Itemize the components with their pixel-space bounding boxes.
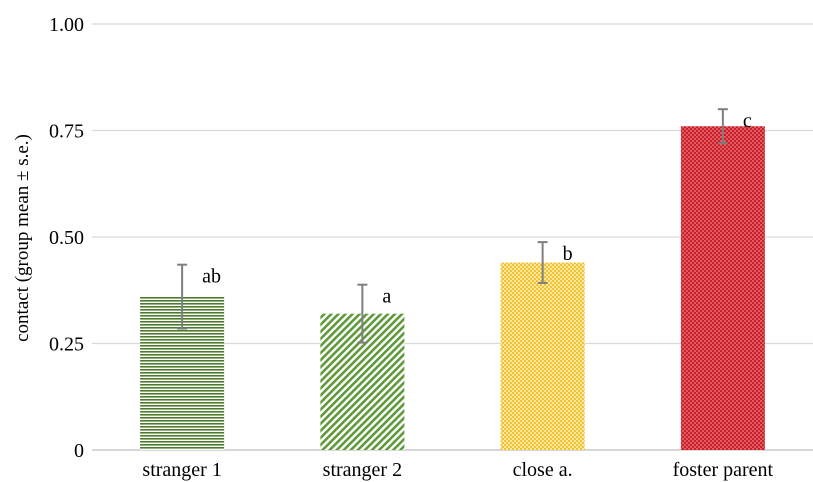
y-tick-label: 0.75 (49, 121, 84, 143)
significance-label: ab (202, 266, 221, 288)
x-category-label: foster parent (673, 459, 774, 481)
x-category-label: stranger 1 (142, 459, 221, 481)
y-tick-label: 1.00 (49, 14, 84, 36)
bar (680, 126, 765, 451)
x-category-label: stranger 2 (323, 459, 402, 481)
y-tick-label: 0.25 (49, 334, 84, 356)
y-axis-title: contact (group mean ± s.e.) (12, 134, 33, 342)
x-category-label: close a. (513, 459, 573, 481)
y-tick-label: 0.50 (49, 227, 84, 249)
y-tick-label: 0 (74, 440, 84, 462)
significance-label: b (563, 243, 573, 265)
y-tick-labels: 0 0.25 0.50 0.75 1.00 (49, 14, 84, 462)
bars (140, 126, 765, 451)
x-category-labels: stranger 1 stranger 2 close a. foster paren… (142, 459, 773, 481)
error-bars (177, 108, 728, 344)
significance-label: a (382, 286, 391, 308)
significance-label: c (743, 110, 752, 132)
bar (500, 262, 585, 450)
